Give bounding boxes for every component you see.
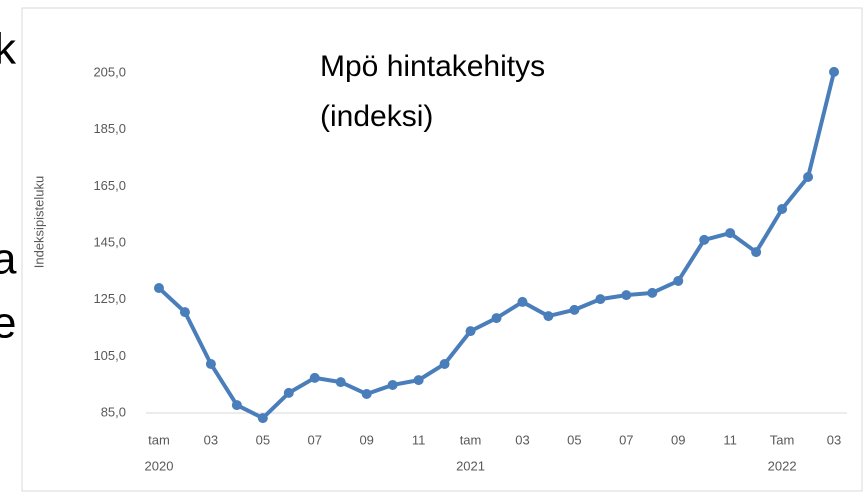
chart-title: (indeksi) <box>320 100 433 133</box>
y-tick-label: 185,0 <box>93 121 126 136</box>
x-tick-label: 03 <box>204 432 218 447</box>
data-point <box>725 228 736 239</box>
data-point <box>439 358 450 369</box>
y-tick-label: 85,0 <box>101 404 126 419</box>
data-point <box>673 275 684 286</box>
slide-fragment: k <box>0 25 17 74</box>
data-point <box>361 389 372 400</box>
data-point <box>647 287 658 298</box>
data-point <box>543 311 554 322</box>
y-axis-label: Indeksipisteluku <box>31 176 46 269</box>
x-group-label: 2020 <box>145 458 174 473</box>
data-point <box>491 313 502 324</box>
data-point <box>335 377 346 388</box>
data-point <box>517 296 528 307</box>
data-point <box>699 234 710 245</box>
chart-title: Mpö hintakehitys <box>320 50 545 83</box>
x-tick-label: 09 <box>359 432 373 447</box>
data-point <box>751 247 762 258</box>
slide-fragment: a <box>0 235 17 284</box>
data-point <box>179 307 190 318</box>
data-point <box>309 372 320 383</box>
data-point <box>231 400 242 411</box>
data-point <box>205 358 216 369</box>
data-point <box>387 379 398 390</box>
x-tick-label: tam <box>148 432 170 447</box>
data-point <box>803 171 814 182</box>
data-point <box>283 387 294 398</box>
x-group-label: 2021 <box>456 458 485 473</box>
x-tick-label: 09 <box>671 432 685 447</box>
y-tick-label: 205,0 <box>93 64 126 79</box>
slide-fragment: e <box>0 299 16 348</box>
data-point <box>257 413 268 424</box>
chart-frame <box>21 7 863 492</box>
x-tick-label: Tam <box>770 432 795 447</box>
x-tick-label: 05 <box>567 432 581 447</box>
data-point <box>621 290 632 301</box>
data-point <box>829 66 840 77</box>
data-point <box>465 326 476 337</box>
x-tick-label: 03 <box>515 432 529 447</box>
data-point <box>777 204 788 214</box>
x-tick-label: tam <box>460 432 482 447</box>
data-point <box>153 283 164 294</box>
y-tick-label: 125,0 <box>93 291 126 306</box>
x-tick-label: 03 <box>827 432 841 447</box>
x-tick-label: 07 <box>308 432 322 447</box>
data-point <box>595 294 606 305</box>
y-tick-label: 165,0 <box>93 178 126 193</box>
y-tick-label: 145,0 <box>93 234 126 249</box>
data-point <box>569 304 580 315</box>
x-group-label: 2022 <box>768 458 797 473</box>
x-tick-label: 11 <box>723 432 737 447</box>
data-point <box>413 375 424 386</box>
y-tick-label: 105,0 <box>93 348 126 363</box>
x-tick-label: 07 <box>619 432 633 447</box>
x-tick-label: 11 <box>412 432 426 447</box>
x-tick-label: 05 <box>256 432 270 447</box>
